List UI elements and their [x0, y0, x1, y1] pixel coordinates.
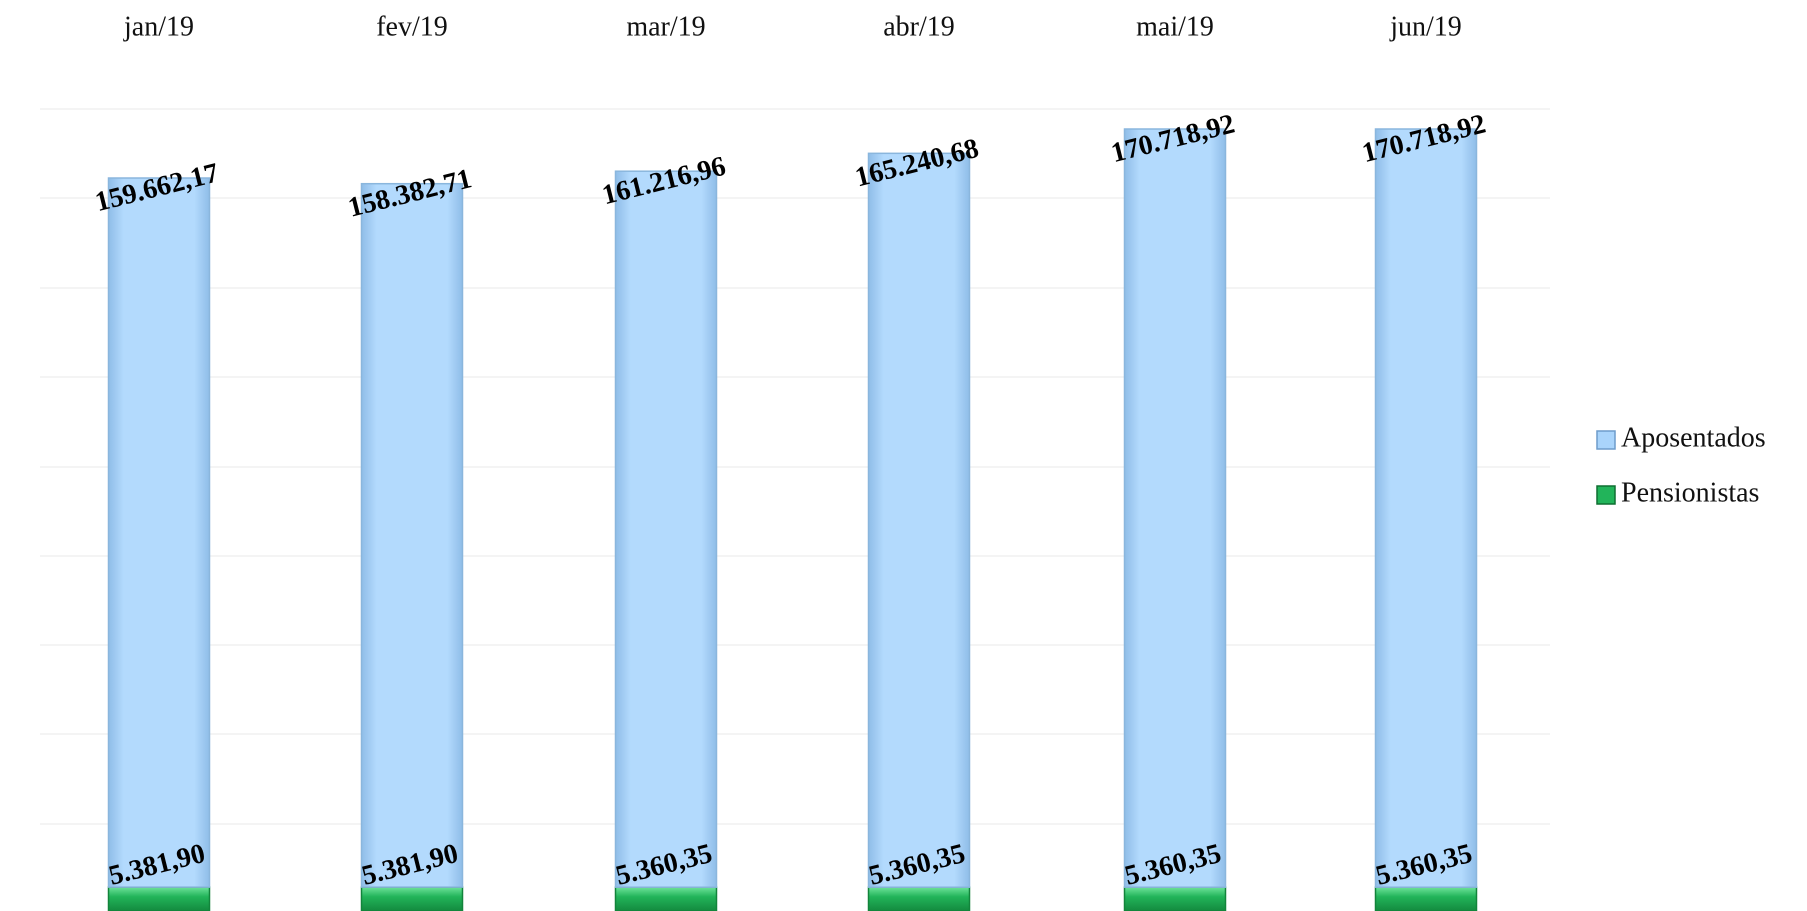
- category-label: mar/19: [626, 11, 705, 42]
- bar-segment: [614, 170, 718, 888]
- bar-segment: [360, 182, 464, 888]
- legend-label: Pensionistas: [1621, 477, 1759, 508]
- bar-segment: [360, 886, 464, 911]
- bar-segment: [867, 886, 971, 911]
- legend-swatch: [1596, 430, 1616, 450]
- category-label: jun/19: [1389, 11, 1462, 42]
- category-label: mai/19: [1136, 11, 1214, 42]
- legend-label: Aposentados: [1621, 422, 1766, 453]
- legend-swatch: [1596, 485, 1616, 505]
- bar-segment: [1374, 128, 1478, 888]
- category-label: jan/19: [123, 11, 194, 42]
- bar-segment: [867, 152, 971, 888]
- bar-segment: [1123, 128, 1227, 888]
- bar-segment: [107, 177, 211, 888]
- category-label: fev/19: [376, 11, 448, 42]
- bar-segment: [1123, 886, 1227, 911]
- bar-segment: [107, 886, 211, 911]
- background-grid: [40, 108, 1550, 825]
- bar-segment: [1374, 886, 1478, 911]
- bar-segment: [614, 886, 718, 911]
- category-label: abr/19: [883, 11, 955, 42]
